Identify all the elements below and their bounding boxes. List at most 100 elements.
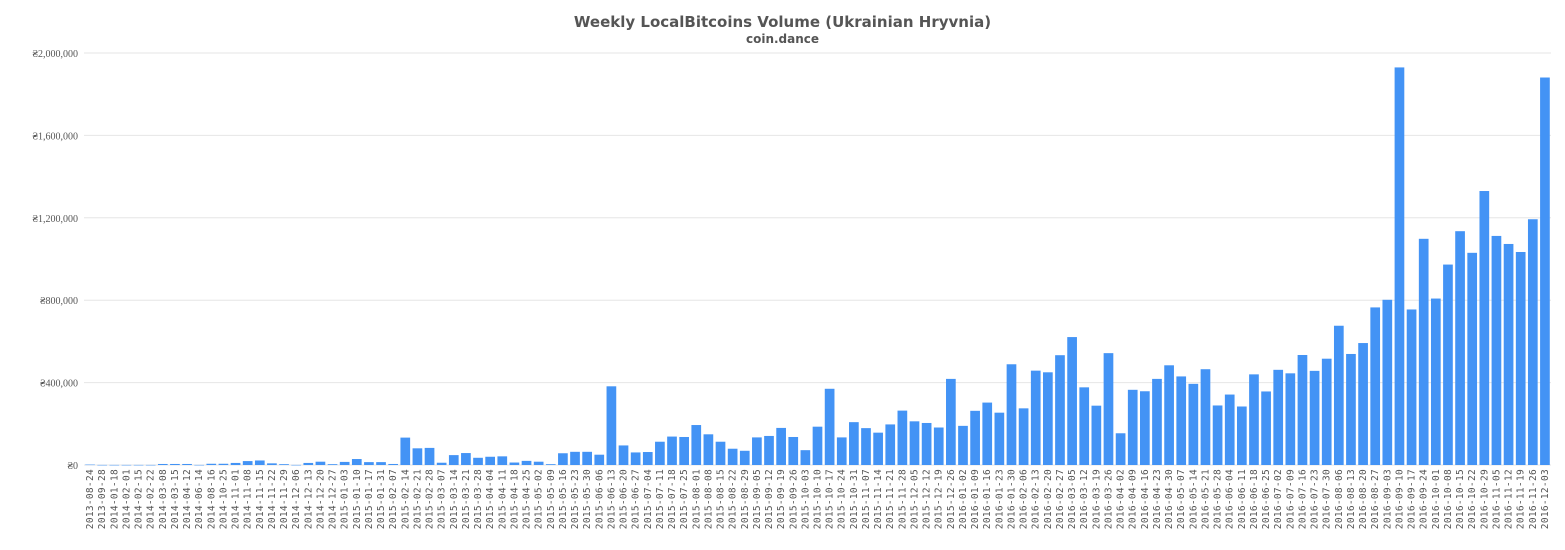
- bar[interactable]: [145, 464, 156, 466]
- bar[interactable]: [279, 464, 289, 465]
- bar[interactable]: [655, 441, 665, 465]
- bar[interactable]: [1212, 405, 1223, 465]
- bar[interactable]: [1430, 298, 1441, 465]
- bar[interactable]: [133, 464, 144, 466]
- bar[interactable]: [570, 451, 580, 465]
- bar[interactable]: [1055, 355, 1065, 465]
- bar[interactable]: [1406, 309, 1417, 465]
- bar[interactable]: [727, 448, 738, 465]
- bar[interactable]: [1043, 372, 1053, 465]
- bar[interactable]: [388, 463, 399, 465]
- bar[interactable]: [1321, 358, 1332, 465]
- bar[interactable]: [436, 462, 447, 465]
- bar[interactable]: [958, 425, 968, 465]
- bar[interactable]: [1467, 252, 1478, 465]
- bar[interactable]: [1176, 376, 1187, 465]
- bar[interactable]: [85, 464, 95, 466]
- bar[interactable]: [897, 410, 908, 465]
- bar[interactable]: [1127, 389, 1138, 465]
- bar[interactable]: [1515, 251, 1526, 465]
- bar[interactable]: [1297, 354, 1308, 465]
- bar[interactable]: [1152, 378, 1162, 465]
- bar[interactable]: [642, 452, 653, 465]
- bar[interactable]: [485, 456, 496, 465]
- bar[interactable]: [752, 437, 762, 465]
- bar[interactable]: [461, 453, 471, 465]
- bar[interactable]: [315, 461, 326, 465]
- bar[interactable]: [267, 463, 277, 465]
- bar[interactable]: [1030, 370, 1041, 465]
- bar[interactable]: [776, 427, 786, 465]
- bar[interactable]: [1103, 353, 1114, 465]
- bar[interactable]: [182, 463, 192, 465]
- bar[interactable]: [1273, 369, 1284, 465]
- bar[interactable]: [594, 454, 605, 465]
- bar[interactable]: [1370, 307, 1381, 465]
- bar[interactable]: [412, 448, 423, 465]
- bar[interactable]: [1418, 238, 1429, 465]
- bar[interactable]: [1091, 405, 1102, 465]
- bar[interactable]: [558, 453, 568, 465]
- bar[interactable]: [170, 463, 180, 465]
- bar[interactable]: [497, 456, 508, 465]
- bar[interactable]: [448, 455, 459, 465]
- bar[interactable]: [812, 426, 823, 465]
- bar[interactable]: [800, 450, 811, 465]
- bar[interactable]: [1333, 325, 1344, 465]
- bar[interactable]: [1200, 369, 1211, 465]
- bar[interactable]: [1503, 243, 1514, 465]
- bar[interactable]: [1224, 394, 1235, 465]
- bar[interactable]: [1527, 219, 1538, 465]
- bar[interactable]: [679, 436, 689, 465]
- bar[interactable]: [1443, 264, 1453, 465]
- bar[interactable]: [533, 461, 544, 465]
- bar[interactable]: [242, 461, 253, 465]
- bar[interactable]: [909, 421, 920, 465]
- bar[interactable]: [618, 445, 629, 465]
- bar[interactable]: [376, 462, 386, 465]
- bar[interactable]: [1309, 370, 1320, 465]
- bar[interactable]: [849, 422, 859, 465]
- bar[interactable]: [327, 464, 338, 465]
- bar[interactable]: [824, 388, 835, 465]
- bar[interactable]: [1079, 387, 1090, 465]
- bar[interactable]: [521, 460, 532, 465]
- bar[interactable]: [861, 428, 871, 465]
- bar[interactable]: [739, 450, 750, 465]
- bar[interactable]: [836, 437, 847, 465]
- bar[interactable]: [1394, 67, 1405, 466]
- bar[interactable]: [254, 460, 265, 465]
- bar[interactable]: [1261, 391, 1271, 465]
- bar[interactable]: [1139, 391, 1150, 465]
- bar[interactable]: [364, 462, 374, 465]
- bar[interactable]: [667, 436, 677, 465]
- bar[interactable]: [933, 427, 944, 465]
- bar[interactable]: [473, 457, 483, 465]
- bar[interactable]: [109, 464, 120, 466]
- bar[interactable]: [545, 464, 556, 465]
- bar[interactable]: [873, 432, 883, 465]
- bar[interactable]: [970, 410, 980, 465]
- bar[interactable]: [885, 424, 896, 465]
- bar[interactable]: [715, 441, 726, 465]
- bar[interactable]: [1115, 433, 1126, 465]
- bar[interactable]: [157, 463, 168, 465]
- bar[interactable]: [1006, 364, 1017, 465]
- bar[interactable]: [121, 464, 132, 466]
- bar[interactable]: [194, 464, 205, 466]
- bar[interactable]: [1479, 191, 1490, 465]
- bar[interactable]: [582, 451, 592, 465]
- bar[interactable]: [606, 386, 617, 465]
- bar[interactable]: [921, 422, 932, 465]
- bar[interactable]: [97, 464, 108, 466]
- bar[interactable]: [982, 402, 993, 465]
- bar[interactable]: [1188, 383, 1199, 465]
- bar[interactable]: [1455, 231, 1465, 465]
- bar[interactable]: [1018, 408, 1029, 465]
- bar[interactable]: [994, 412, 1005, 465]
- bar[interactable]: [339, 461, 350, 465]
- bar[interactable]: [230, 462, 241, 465]
- bar[interactable]: [630, 452, 641, 465]
- bar[interactable]: [1382, 299, 1393, 465]
- bar[interactable]: [1285, 373, 1296, 465]
